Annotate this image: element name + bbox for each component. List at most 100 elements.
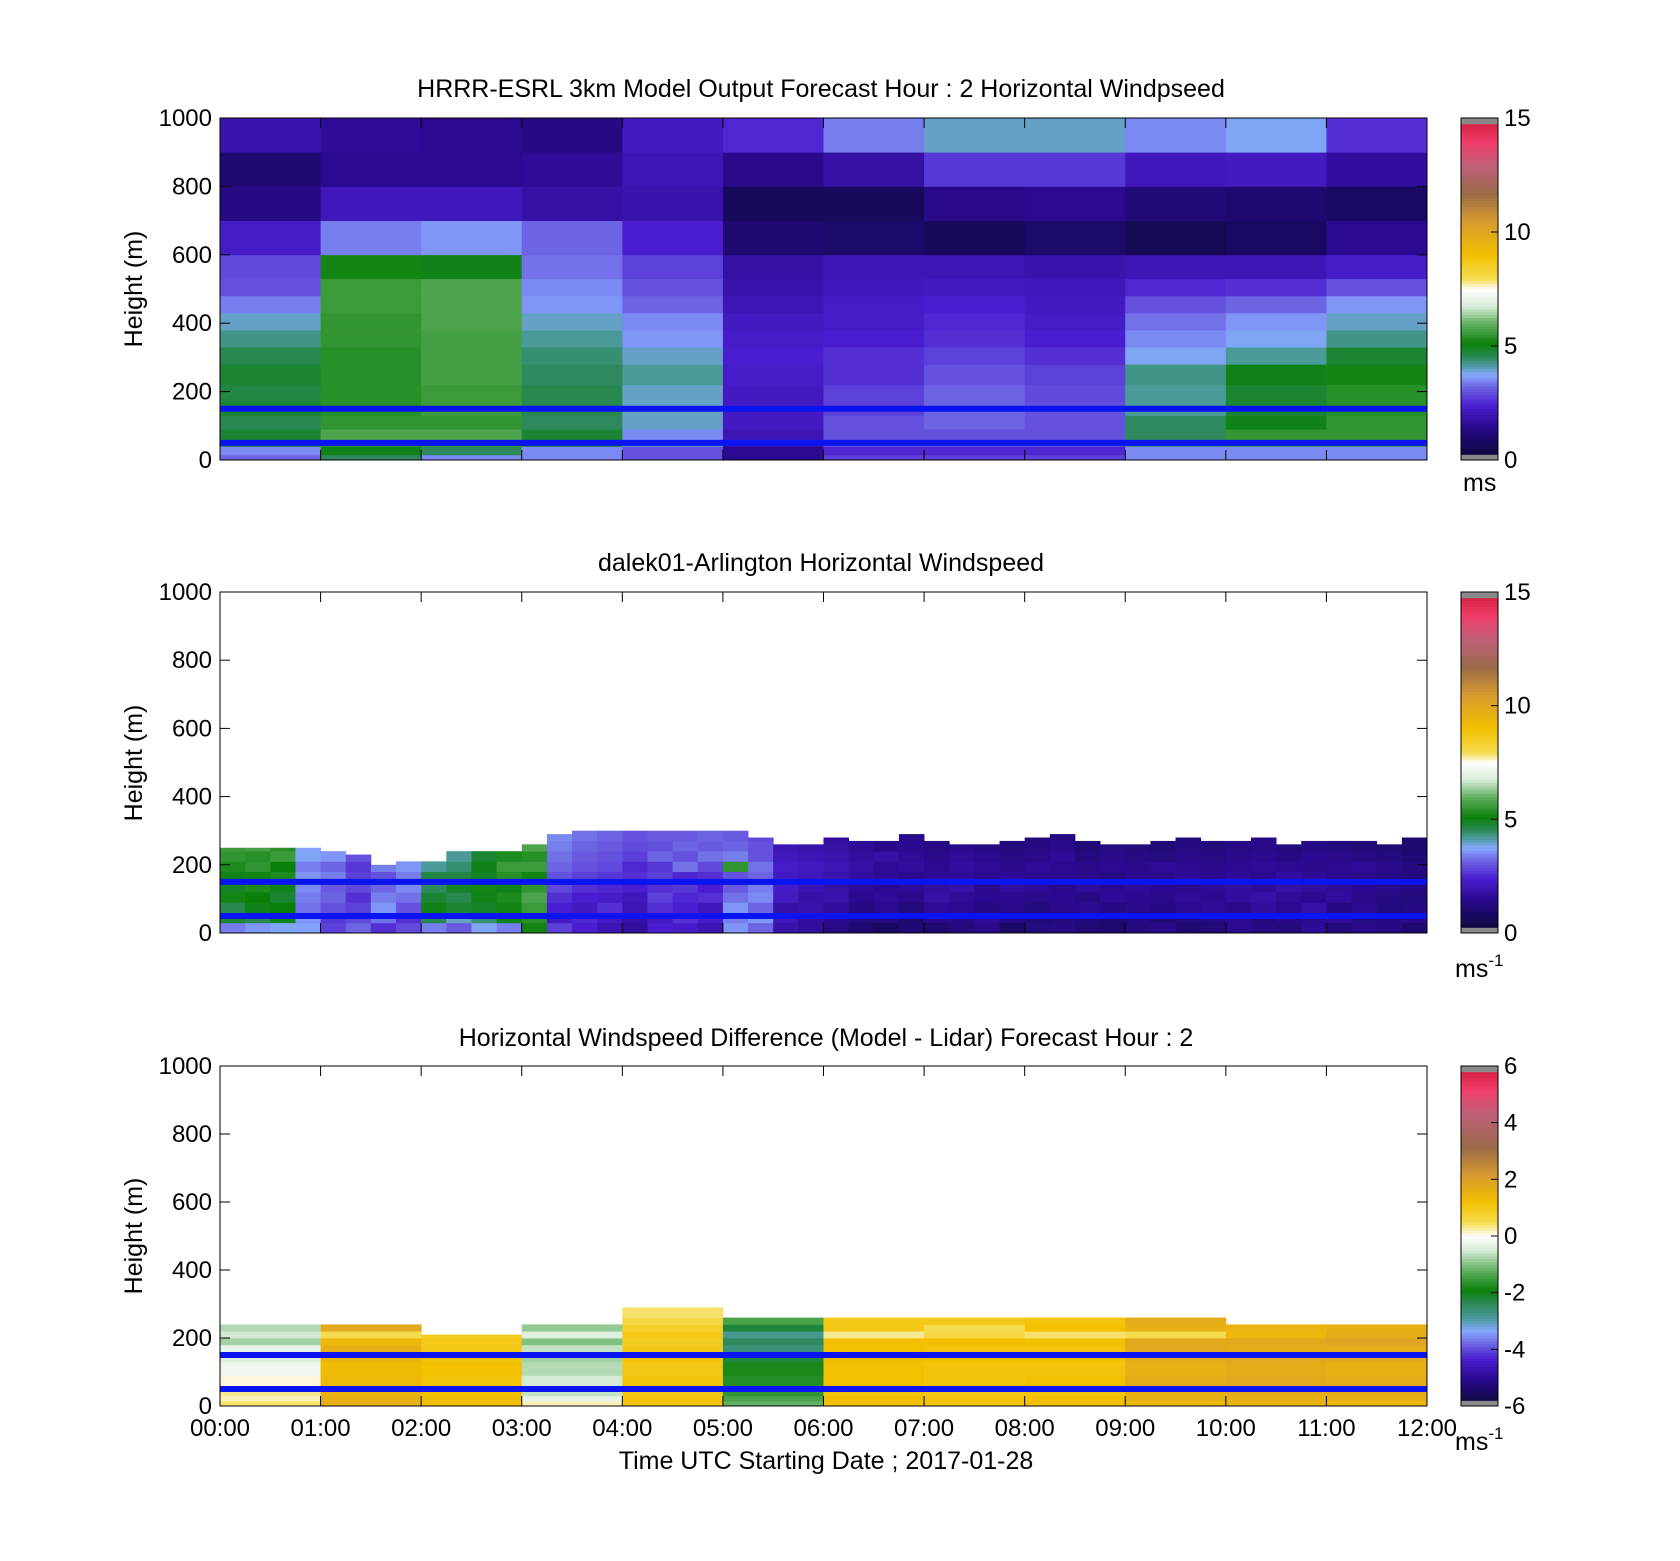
- heatmap-cell: [1376, 902, 1403, 913]
- heatmap-cell: [622, 1400, 724, 1407]
- colorbar-swatch: [1461, 183, 1498, 187]
- heatmap-cell: [999, 922, 1026, 934]
- heatmap-cell: [1024, 429, 1126, 440]
- heatmap-cell: [1376, 861, 1403, 873]
- heatmap-cell: [1125, 415, 1227, 430]
- colorbar-swatch: [1461, 711, 1498, 715]
- heatmap-cell: [345, 871, 372, 883]
- x-tick-label: 03:00: [492, 1415, 552, 1442]
- heatmap-cell: [1225, 1355, 1327, 1363]
- colorbar-swatch: [1461, 126, 1498, 130]
- heatmap-cell: [370, 902, 397, 913]
- colorbar-swatch: [1461, 1355, 1498, 1359]
- heatmap-cell: [622, 1338, 724, 1346]
- colorbar-swatch: [1461, 397, 1498, 401]
- colorbar-swatch: [1461, 1255, 1498, 1260]
- heatmap-cell: [647, 922, 674, 934]
- panel-difference: Horizontal Windspeed Difference (Model -…: [120, 1024, 1525, 1475]
- colorbar-swatch: [1461, 454, 1498, 458]
- colorbar-tick-label: 0: [1504, 1223, 1517, 1250]
- colorbar-swatch: [1461, 645, 1498, 650]
- heatmap-cell: [823, 1344, 925, 1356]
- heatmap-cell: [295, 847, 321, 852]
- heatmap-cell: [1276, 844, 1302, 852]
- colorbar-swatch: [1461, 907, 1498, 911]
- y-tick-label: 0: [199, 447, 212, 474]
- heatmap-cell: [521, 118, 623, 153]
- heatmap-cell: [1125, 446, 1227, 456]
- colorbar-swatch: [1461, 654, 1498, 658]
- colorbar-swatch: [1461, 665, 1498, 670]
- heatmap-cell: [295, 871, 321, 883]
- heatmap-cell: [924, 415, 1026, 430]
- y-tick-label: 600: [172, 242, 212, 269]
- heatmap-cell: [1024, 254, 1126, 280]
- colorbar-swatch: [1461, 771, 1498, 775]
- heatmap-cell: [1326, 429, 1428, 440]
- heatmap-cell: [270, 892, 296, 903]
- heatmap-cell: [722, 312, 824, 331]
- colorbar-swatch: [1461, 1088, 1498, 1092]
- heatmap-cell: [1326, 152, 1428, 187]
- heatmap-cell: [546, 881, 573, 893]
- heatmap-cell: [421, 415, 523, 430]
- colorbar-swatch: [1461, 822, 1498, 826]
- y-tick-label: 1000: [159, 579, 212, 606]
- heatmap-cell: [773, 922, 799, 934]
- heatmap-cell: [1326, 1338, 1428, 1346]
- heatmap-cell: [1225, 295, 1327, 314]
- colorbar-swatch: [1461, 1148, 1498, 1152]
- heatmap-cell: [974, 902, 1000, 913]
- heatmap-cell: [1401, 871, 1428, 883]
- heatmap-cell: [924, 871, 950, 883]
- heatmap-cell: [1125, 220, 1227, 256]
- heatmap-cell: [924, 220, 1026, 256]
- heatmap-cell: [1175, 851, 1202, 862]
- heatmap-cell: [471, 871, 498, 883]
- heatmap-cell: [597, 871, 623, 883]
- heatmap-cell: [1250, 851, 1277, 862]
- colorbar-swatch: [1461, 291, 1498, 296]
- heatmap-cell: [798, 844, 824, 852]
- heatmap-cell: [421, 1395, 523, 1402]
- colorbar-swatch: [1461, 685, 1498, 690]
- heatmap-cell: [421, 892, 447, 903]
- colorbar-swatch: [1461, 671, 1498, 675]
- panel-lidar-title: dalek01-Arlington Horizontal Windspeed: [598, 549, 1044, 577]
- heatmap-cell: [1049, 861, 1076, 873]
- heatmap-cell: [748, 892, 774, 903]
- colorbar-swatch: [1461, 668, 1498, 673]
- heatmap-cell: [1024, 118, 1126, 153]
- heatmap-cell: [622, 1324, 724, 1332]
- heatmap-cell: [924, 1375, 1026, 1386]
- heatmap-cell: [622, 454, 724, 461]
- heatmap-cell: [1150, 840, 1176, 852]
- colorbar-swatch: [1461, 1306, 1498, 1311]
- heatmap-cell: [1250, 881, 1277, 893]
- heatmap-cell: [1049, 881, 1076, 893]
- colorbar-swatch: [1461, 1100, 1498, 1104]
- heatmap-cell: [521, 1324, 623, 1332]
- colorbar-swatch: [1461, 634, 1498, 638]
- x-tick-label: 00:00: [190, 1415, 250, 1442]
- colorbar-swatch: [1461, 277, 1498, 281]
- heatmap-cell: [521, 871, 548, 883]
- colorbar-swatch: [1461, 1372, 1498, 1376]
- colorbar-swatch: [1461, 217, 1498, 222]
- heatmap-cell: [1326, 295, 1428, 314]
- colorbar-unit-base: ms: [1455, 955, 1488, 983]
- colorbar-swatch: [1461, 870, 1498, 874]
- heatmap-cell: [823, 278, 925, 297]
- heatmap-cell: [320, 364, 422, 386]
- heatmap-cell: [622, 1375, 724, 1386]
- heatmap-cell: [924, 1400, 1026, 1407]
- heatmap-cell: [1125, 254, 1227, 280]
- heatmap-cell: [1024, 1400, 1126, 1407]
- colorbar-swatch: [1461, 842, 1498, 846]
- heatmap-cell: [1250, 892, 1277, 903]
- colorbar-swatch: [1461, 1247, 1498, 1251]
- heatmap-cell: [220, 118, 321, 153]
- heatmap-cell: [898, 840, 925, 852]
- panel-difference-colorbar-unit: ms-1: [1455, 1424, 1503, 1456]
- heatmap-cell: [672, 840, 699, 852]
